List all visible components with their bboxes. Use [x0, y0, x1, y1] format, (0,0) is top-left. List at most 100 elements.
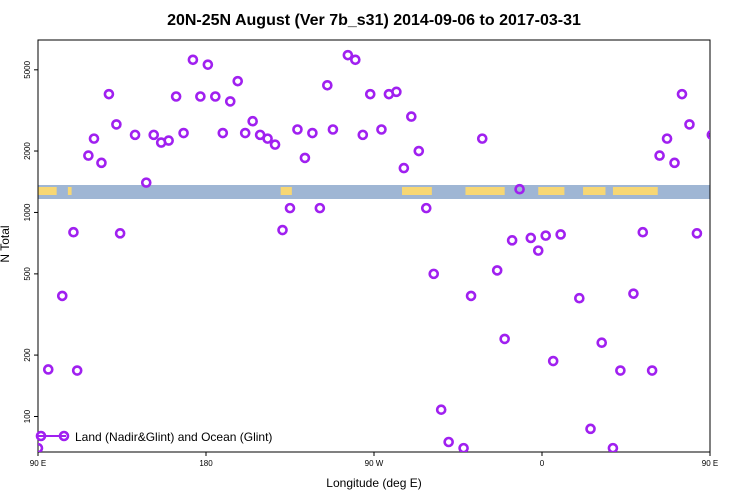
map-ocean [38, 185, 710, 199]
data-point [391, 86, 402, 98]
data-point [420, 202, 432, 214]
data-point [129, 129, 141, 141]
y-tick-label: 500 [23, 267, 32, 281]
world-map-strip [38, 185, 710, 199]
data-point [56, 290, 68, 302]
data-point [443, 436, 454, 448]
x-tick-label: 90 W [365, 459, 384, 468]
data-point [262, 133, 273, 144]
data-point [224, 96, 236, 107]
data-point [210, 91, 221, 102]
data-point [532, 245, 544, 256]
data-point [637, 226, 649, 238]
map-land [465, 187, 505, 195]
data-point [239, 127, 251, 139]
data-point [42, 364, 54, 375]
plot-frame [37, 39, 711, 453]
legend-marker-left [35, 430, 47, 442]
data-point [202, 59, 214, 70]
map-land [280, 187, 292, 195]
data-point [114, 228, 126, 239]
data-point [148, 129, 160, 141]
data-point [661, 133, 673, 144]
data-point [476, 133, 488, 144]
data-point [684, 119, 695, 130]
y-tick-label: 1000 [23, 203, 32, 221]
data-point [163, 135, 174, 146]
y-tick-label: 2000 [23, 142, 32, 160]
chart-title: 20N-25N August (Ver 7b_s31) 2014-09-06 t… [167, 12, 581, 29]
data-point [187, 54, 199, 66]
data-point [732, 139, 740, 147]
data-point [111, 119, 122, 130]
legend-label: Land (Nadir&Glint) and Ocean (Glint) [75, 430, 272, 444]
y-axis: 100 200 500 1000 2000 5000 [23, 60, 38, 423]
data-point [654, 150, 665, 161]
y-axis-label: N Total [0, 225, 12, 262]
x-tick-label: 180 [199, 459, 213, 468]
data-point [232, 75, 244, 87]
data-point [217, 127, 229, 139]
data-point [322, 79, 333, 91]
data-point [514, 183, 525, 195]
data-point [458, 442, 469, 452]
data-point [277, 224, 288, 236]
data-point [540, 230, 552, 241]
data-point [740, 137, 748, 145]
data-point [299, 152, 311, 164]
data-point [525, 232, 537, 244]
data-point [615, 365, 626, 376]
data-point [292, 124, 303, 135]
data-point [195, 91, 206, 102]
data-point [88, 133, 100, 144]
map-land [612, 187, 658, 195]
data-point [406, 111, 417, 122]
legend-marker-right [58, 430, 70, 442]
data-point [596, 337, 608, 348]
data-point [68, 226, 79, 238]
y-tick-label: 100 [23, 409, 32, 423]
data-point [103, 88, 115, 100]
data-point [691, 228, 703, 239]
data-point [284, 202, 296, 214]
data-point [669, 157, 680, 169]
data-point [715, 179, 723, 187]
data-point [96, 157, 107, 169]
legend: Land (Nadir&Glint) and Ocean (Glint) [35, 430, 272, 444]
data-point [357, 129, 369, 141]
x-tick-label: 90 E [702, 459, 718, 468]
x-axis: 90 E 180 90 W 0 90 E [30, 452, 718, 468]
data-point [140, 177, 152, 188]
data-point [327, 124, 339, 135]
data-point [607, 442, 619, 452]
map-land [583, 187, 606, 195]
data-point [646, 365, 658, 376]
data-point [628, 288, 639, 299]
data-point [465, 290, 477, 302]
y-tick-label: 5000 [23, 60, 32, 78]
data-point [170, 91, 182, 102]
data-point [585, 423, 596, 435]
data-point [314, 202, 326, 214]
data-point [350, 54, 361, 66]
data-point [83, 150, 94, 161]
data-point [435, 404, 447, 415]
data-point [547, 355, 559, 367]
data-point [506, 235, 518, 246]
x-tick-label: 90 E [30, 459, 46, 468]
x-tick-label: 0 [540, 459, 545, 468]
map-land [538, 187, 565, 195]
data-point [676, 88, 688, 100]
data-point [706, 129, 710, 140]
data-point [307, 127, 318, 139]
x-axis-label: Longitude (deg E) [326, 476, 421, 490]
map-land [402, 187, 432, 195]
data-point [491, 265, 503, 276]
data-point [499, 333, 510, 345]
data-point [269, 139, 281, 150]
data-point [178, 127, 189, 139]
data-point [71, 365, 83, 376]
scatter-points [38, 49, 748, 452]
map-land [38, 187, 57, 195]
